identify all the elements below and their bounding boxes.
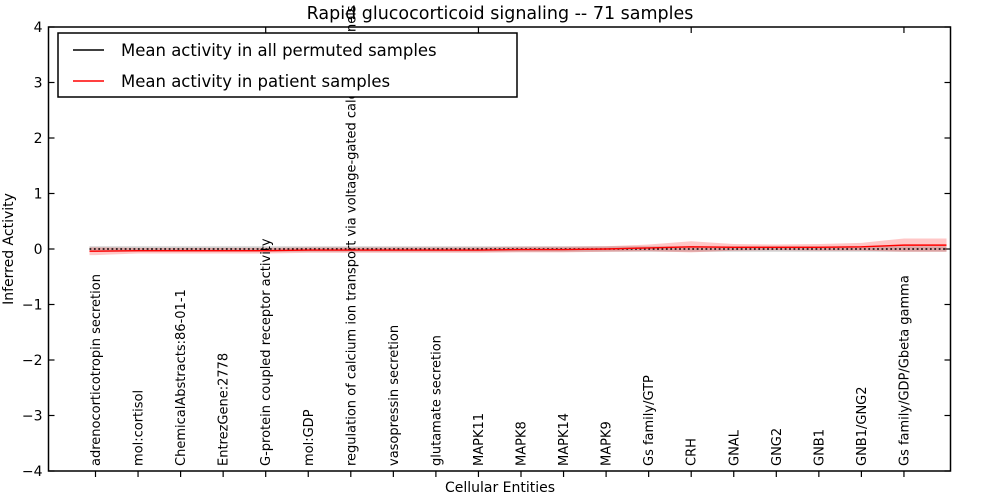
x-tick-label: EntrezGene:2778 [217, 353, 232, 466]
legend: Mean activity in all permuted samples Me… [57, 32, 518, 98]
chart-title: Rapid glucocorticoid signaling -- 71 sam… [307, 4, 694, 24]
x-tick-label: MAPK11 [472, 413, 487, 466]
axis-ticks [48, 26, 951, 477]
legend-box [57, 32, 518, 98]
y-tick-label: −2 [22, 353, 43, 369]
x-tick-label: Gs family/GDP/Gbeta gamma [897, 275, 912, 466]
x-tick-label: mol:GDP [302, 409, 317, 466]
band-1 [89, 238, 947, 256]
x-tick-label: MAPK14 [557, 413, 572, 466]
y-tick-label: 4 [34, 20, 43, 36]
line-patient [89, 244, 947, 252]
y-tick-label: 1 [34, 187, 43, 203]
x-tick-label: glutamate secretion [429, 335, 444, 466]
x-tick-label: CRH [685, 438, 700, 466]
legend-label-permuted: Mean activity in all permuted samples [121, 41, 437, 60]
y-tick-labels: 4 3 2 1 0 −1 −2 −3 −4 [22, 20, 43, 480]
x-tick-label: MAPK9 [600, 421, 615, 466]
legend-label-patient: Mean activity in patient samples [121, 72, 390, 91]
x-tick-label: GNB1 [812, 429, 827, 466]
y-tick-label: −3 [22, 409, 43, 425]
y-tick-label: 2 [34, 131, 43, 147]
x-tick-label: G-protein coupled receptor activity [259, 238, 274, 466]
x-tick-label: MAPK8 [515, 421, 530, 466]
x-tick-label: mol:cortisol [132, 390, 147, 466]
x-tick-label: GNAL [727, 429, 742, 466]
data-lines [89, 244, 947, 252]
x-tick-label: GNG2 [770, 428, 785, 466]
y-tick-label: −1 [22, 298, 43, 314]
x-tick-label: ChemicalAbstracts:86-01-1 [174, 289, 189, 466]
y-tick-label: 3 [34, 76, 43, 92]
x-tick-labels: adrenocorticotropin secretion mol:cortiso… [89, 5, 912, 466]
x-tick-label: regulation of calcium ion transport via … [344, 5, 359, 466]
x-tick-label: GNB1/GNG2 [855, 386, 870, 466]
x-tick-label: adrenocorticotropin secretion [89, 274, 104, 466]
y-tick-label: −4 [22, 464, 43, 480]
x-tick-label: vasopressin secretion [387, 325, 402, 466]
y-tick-label: 0 [34, 242, 43, 258]
x-axis-label: Cellular Entities [445, 480, 555, 496]
x-tick-label: Gs family/GTP [642, 375, 657, 466]
y-axis-label: Inferred Activity [1, 193, 17, 305]
